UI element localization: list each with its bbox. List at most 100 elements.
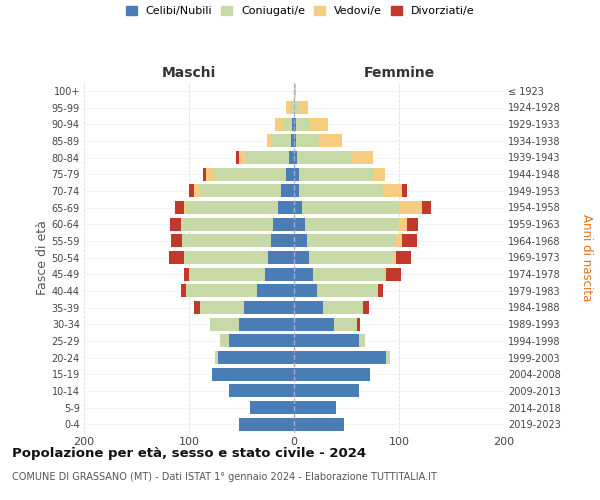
Text: COMUNE DI GRASSANO (MT) - Dati ISTAT 1° gennaio 2024 - Elaborazione TUTTITALIA.I: COMUNE DI GRASSANO (MT) - Dati ISTAT 1° … <box>12 472 437 482</box>
Bar <box>294 201 302 214</box>
Bar <box>296 134 319 147</box>
Bar <box>373 168 385 180</box>
Bar <box>184 268 189 280</box>
Bar <box>186 284 257 298</box>
Bar <box>422 201 431 214</box>
Bar <box>294 351 386 364</box>
Bar <box>215 351 218 364</box>
Bar <box>299 168 373 180</box>
Bar <box>317 284 378 298</box>
Bar <box>170 218 181 230</box>
Y-axis label: Fasce di età: Fasce di età <box>35 220 49 295</box>
Bar <box>265 268 294 280</box>
Bar <box>319 134 342 147</box>
Bar <box>169 251 184 264</box>
Bar <box>294 401 336 414</box>
Bar <box>364 301 368 314</box>
Bar <box>218 351 294 364</box>
Bar <box>189 268 265 280</box>
Bar <box>189 184 194 198</box>
Bar <box>402 184 407 198</box>
Bar <box>199 301 244 314</box>
Bar <box>294 134 296 147</box>
Bar <box>291 134 294 147</box>
Bar <box>386 268 401 280</box>
Bar <box>257 284 294 298</box>
Bar <box>268 251 294 264</box>
Bar <box>281 184 294 198</box>
Bar <box>236 151 239 164</box>
Bar <box>359 334 365 347</box>
Bar <box>294 151 297 164</box>
Bar <box>291 101 294 114</box>
Bar <box>294 384 359 398</box>
Bar <box>294 101 299 114</box>
Bar <box>194 301 199 314</box>
Bar <box>294 268 313 280</box>
Bar <box>182 234 271 248</box>
Bar <box>275 118 284 130</box>
Bar <box>294 168 299 180</box>
Bar <box>272 134 291 147</box>
Text: Popolazione per età, sesso e stato civile - 2024: Popolazione per età, sesso e stato civil… <box>12 448 366 460</box>
Bar <box>294 218 305 230</box>
Bar <box>392 251 396 264</box>
Bar <box>181 284 186 298</box>
Bar <box>181 218 273 230</box>
Bar <box>402 234 417 248</box>
Bar <box>299 101 308 114</box>
Y-axis label: Anni di nascita: Anni di nascita <box>580 214 593 301</box>
Bar <box>239 318 294 330</box>
Bar <box>357 318 360 330</box>
Bar <box>266 134 272 147</box>
Bar <box>199 184 281 198</box>
Bar <box>273 218 294 230</box>
Bar <box>294 118 296 130</box>
Bar <box>229 384 294 398</box>
Bar <box>294 284 317 298</box>
Bar <box>297 151 352 164</box>
Bar <box>278 201 294 214</box>
Bar <box>334 318 357 330</box>
Bar <box>307 234 396 248</box>
Bar <box>294 368 370 380</box>
Bar <box>383 184 402 198</box>
Bar <box>239 151 245 164</box>
Bar <box>194 184 199 198</box>
Bar <box>352 151 373 164</box>
Bar <box>171 234 182 248</box>
Bar <box>244 301 294 314</box>
Bar <box>399 201 422 214</box>
Bar <box>239 418 294 430</box>
Bar <box>302 201 399 214</box>
Bar <box>206 168 214 180</box>
Bar <box>407 218 418 230</box>
Bar <box>309 251 392 264</box>
Text: Femmine: Femmine <box>364 66 434 80</box>
Bar <box>212 368 294 380</box>
Bar <box>184 201 186 214</box>
Bar <box>396 234 402 248</box>
Bar <box>294 234 307 248</box>
Bar <box>271 234 294 248</box>
Bar <box>294 334 359 347</box>
Bar <box>214 168 286 180</box>
Text: Maschi: Maschi <box>162 66 216 80</box>
Bar <box>396 251 410 264</box>
Bar <box>221 334 229 347</box>
Bar <box>294 418 344 430</box>
Bar <box>286 168 294 180</box>
Bar <box>289 151 294 164</box>
Legend: Celibi/Nubili, Coniugati/e, Vedovi/e, Divorziati/e: Celibi/Nubili, Coniugati/e, Vedovi/e, Di… <box>125 6 475 16</box>
Bar <box>399 218 407 230</box>
Bar <box>210 318 239 330</box>
Bar <box>294 184 299 198</box>
Bar <box>250 401 294 414</box>
Bar <box>296 118 309 130</box>
Bar <box>186 201 278 214</box>
Bar <box>386 351 389 364</box>
Bar <box>309 118 328 130</box>
Bar <box>294 318 334 330</box>
Bar <box>184 251 268 264</box>
Bar <box>378 284 383 298</box>
